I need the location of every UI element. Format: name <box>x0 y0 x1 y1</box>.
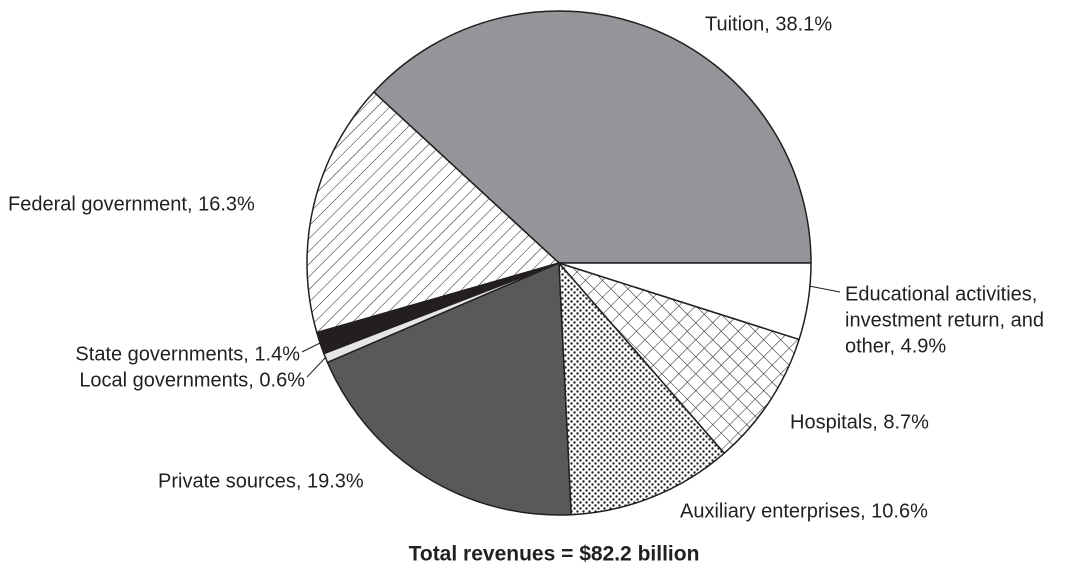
slice-label: Hospitals, 8.7% <box>790 411 929 433</box>
slice-label: Educational activities, <box>845 283 1037 305</box>
pie-slice <box>326 262 573 516</box>
pie-slice <box>558 262 800 454</box>
pie-slice <box>373 10 812 264</box>
leader-line <box>306 356 327 378</box>
caption: Total revenues = $82.2 billion <box>409 543 700 566</box>
slice-label: Private sources, 19.3% <box>158 470 364 492</box>
slice-label: investment return, and <box>845 309 1044 331</box>
leader-line <box>808 285 841 293</box>
slice-label: Local governments, 0.6% <box>79 369 305 391</box>
slice-label: other, 4.9% <box>845 335 946 357</box>
pie-slice <box>558 262 726 516</box>
slice-label: Tuition, 38.1% <box>705 13 832 35</box>
pie-slice <box>306 91 560 334</box>
slice-label: Federal government, 16.3% <box>8 193 255 215</box>
slice-label: Auxiliary enterprises, 10.6% <box>680 500 928 522</box>
leader-line <box>301 342 321 353</box>
slice-label: State governments, 1.4% <box>75 343 300 365</box>
pie-slice <box>558 262 812 341</box>
